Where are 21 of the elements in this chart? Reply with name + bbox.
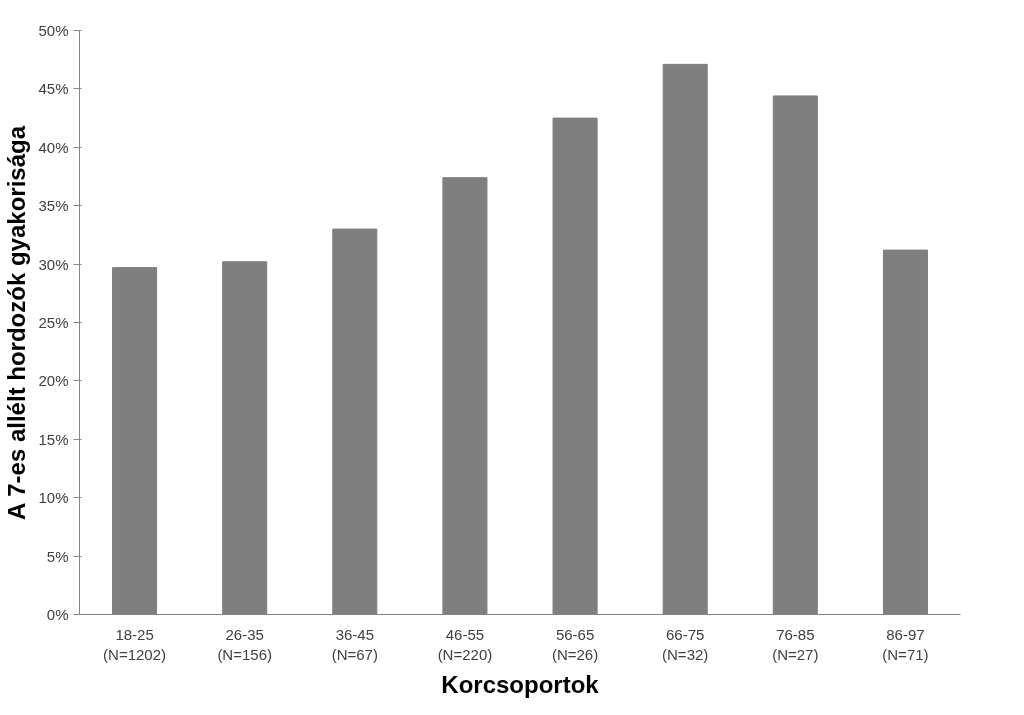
y-tick-label: 45% — [38, 80, 69, 98]
y-tick-label: 5% — [46, 547, 69, 565]
y-tick-label: 15% — [38, 430, 69, 448]
y-tick-label: 25% — [38, 314, 69, 331]
y-tick-label: 10% — [38, 489, 69, 507]
x-tick-label: 76-85 (N=27) — [772, 625, 819, 663]
y-tick-label: 50% — [38, 22, 69, 39]
y-tick-label: 35% — [38, 197, 69, 215]
x-tick-label: 86-97 (N=71) — [882, 625, 929, 663]
y-tick-label: 20% — [38, 372, 69, 390]
x-tick-label: 36-45 (N=67) — [331, 625, 378, 663]
x-axis-title: Korcsoportok — [441, 670, 600, 698]
x-tick-label: 56-65 (N=26) — [551, 625, 599, 663]
x-tick-label: 66-75 (N=32) — [662, 625, 709, 663]
y-tick-label: 40% — [38, 138, 69, 156]
y-axis-title: A 7-es allélt hordozók gyakorisága — [3, 125, 31, 520]
x-tick-label: 18-25 (N=1202) — [103, 625, 167, 663]
y-tick-label: 0% — [46, 606, 69, 623]
y-tick-label: 30% — [38, 255, 69, 273]
x-tick-label: 26-35 (N=156) — [217, 625, 272, 663]
x-tick-label: 46-55 (N=220) — [437, 625, 493, 663]
